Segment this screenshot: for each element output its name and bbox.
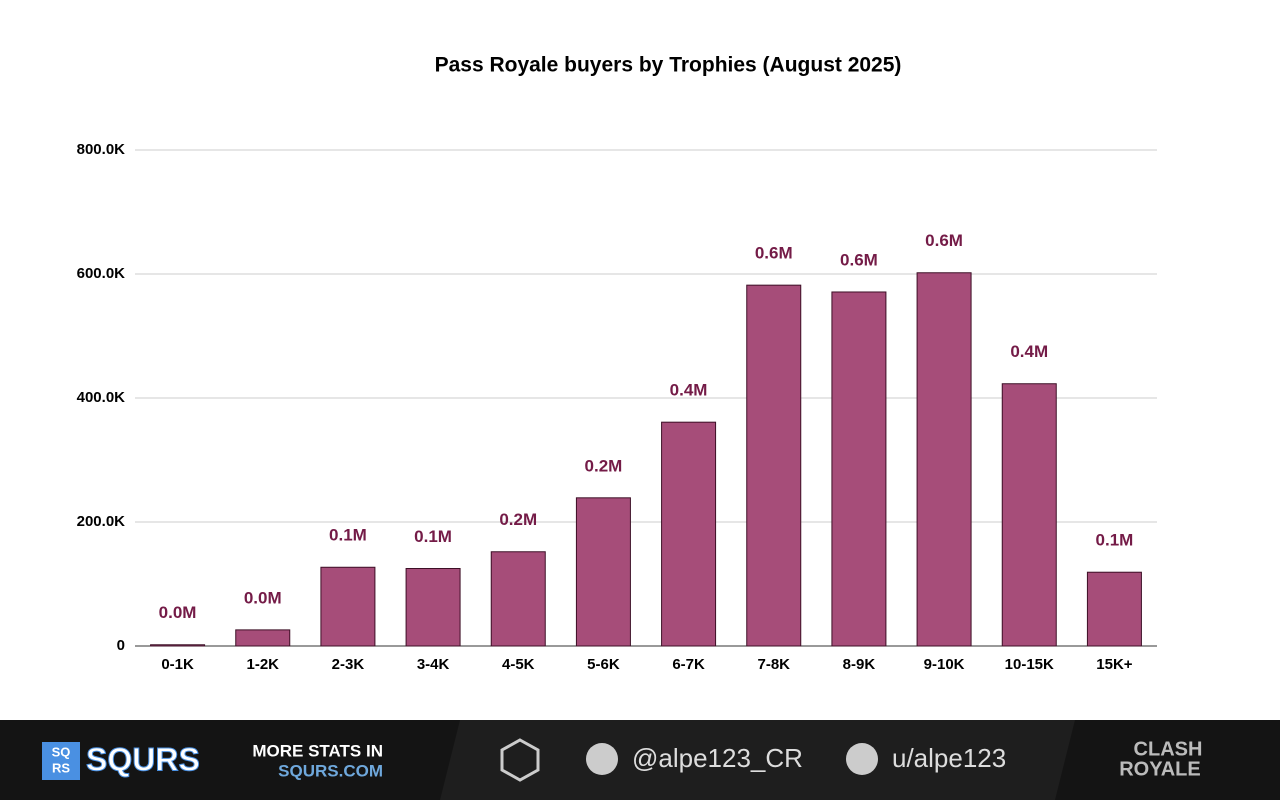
x-tick-label: 15K+ bbox=[1096, 656, 1133, 673]
y-tick-label: 600.0K bbox=[77, 265, 126, 282]
x-tick-label: 0-1K bbox=[161, 656, 194, 673]
x-tick-label: 8-9K bbox=[843, 656, 876, 673]
brand-icon bbox=[42, 742, 80, 780]
bar bbox=[235, 629, 291, 647]
bar bbox=[746, 284, 802, 647]
x-tick-label: 2-3K bbox=[332, 656, 365, 673]
value-label: 0.6M bbox=[755, 244, 793, 263]
x-tick-label: 3-4K bbox=[417, 656, 450, 673]
logo-icon bbox=[500, 738, 540, 782]
value-label: 0.6M bbox=[840, 250, 878, 269]
bar bbox=[405, 568, 461, 647]
bar bbox=[150, 644, 206, 647]
bar bbox=[661, 421, 717, 647]
x-tick-label: 10-15K bbox=[1005, 656, 1054, 673]
value-label: 0.1M bbox=[329, 526, 367, 545]
chart-title: Pass Royale buyers by Trophies (August 2… bbox=[435, 54, 902, 77]
bar bbox=[575, 497, 631, 647]
y-tick-label: 200.0K bbox=[77, 513, 126, 530]
promo: MORE STATS IN bbox=[252, 741, 383, 760]
brand-icon-text: SQ bbox=[52, 744, 71, 759]
bar bbox=[831, 291, 887, 647]
footer-panel bbox=[0, 720, 460, 800]
x-tick-label: 5-6K bbox=[587, 656, 620, 673]
bar bbox=[1001, 383, 1057, 647]
x-tick-label: 6-7K bbox=[672, 656, 705, 673]
brand-icon-text: RS bbox=[52, 760, 70, 775]
value-label: 0.0M bbox=[244, 588, 282, 607]
y-tick-label: 400.0K bbox=[77, 389, 126, 406]
x-tick-label: 4-5K bbox=[502, 656, 535, 673]
reddit-icon bbox=[846, 743, 878, 775]
value-label: 0.6M bbox=[925, 231, 963, 250]
value-label: 0.0M bbox=[159, 603, 197, 622]
value-label: 0.1M bbox=[1096, 531, 1134, 550]
brand: SQURS bbox=[86, 741, 200, 777]
y-tick-label: 0 bbox=[117, 637, 125, 654]
background bbox=[0, 0, 1280, 720]
value-label: 0.1M bbox=[414, 527, 452, 546]
twitter-handle[interactable]: @alpe123_CR bbox=[632, 743, 803, 773]
game-logo: ROYALE bbox=[1119, 758, 1201, 780]
x-tick-label: 9-10K bbox=[924, 656, 965, 673]
bar bbox=[320, 566, 376, 647]
footer: SQ RS SQURS MORE STATS IN SQURS.COM @alp… bbox=[0, 720, 1280, 800]
value-label: 0.4M bbox=[1010, 342, 1048, 361]
y-tick-label: 800.0K bbox=[77, 141, 126, 158]
bar bbox=[1086, 571, 1142, 647]
reddit-handle[interactable]: u/alpe123 bbox=[892, 743, 1006, 773]
bar bbox=[916, 272, 972, 647]
bar bbox=[490, 551, 546, 647]
x-tick-label: 7-8K bbox=[757, 656, 790, 673]
footer-panel bbox=[1055, 720, 1280, 800]
value-label: 0.2M bbox=[499, 510, 537, 529]
twitter-icon bbox=[586, 743, 618, 775]
game-logo: CLASH bbox=[1134, 738, 1203, 760]
promo-link[interactable]: SQURS.COM bbox=[278, 761, 383, 780]
value-label: 0.2M bbox=[585, 456, 623, 475]
x-tick-label: 1-2K bbox=[246, 656, 279, 673]
value-label: 0.4M bbox=[670, 381, 708, 400]
